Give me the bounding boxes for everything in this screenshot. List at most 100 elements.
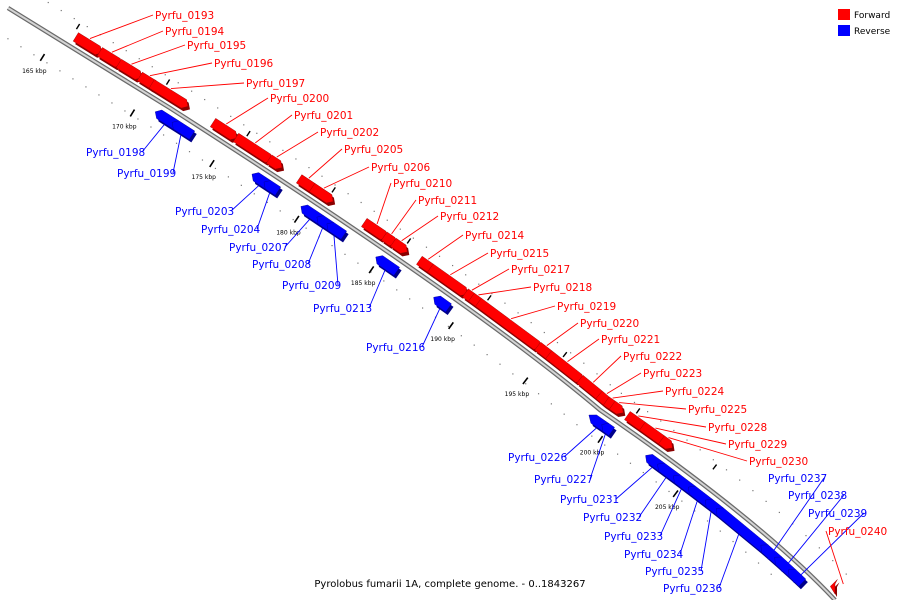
grid-dot — [321, 175, 323, 177]
gene-label-pyrfu-0219[interactable]: Pyrfu_0219 — [557, 301, 616, 313]
gene-pyrfu-0197[interactable] — [148, 79, 190, 112]
gene-label-pyrfu-0202[interactable]: Pyrfu_0202 — [320, 127, 379, 139]
gene-label-pyrfu-0237[interactable]: Pyrfu_0237 — [768, 473, 827, 485]
gene-label-pyrfu-0236[interactable]: Pyrfu_0236 — [663, 583, 723, 595]
gene-label-pyrfu-0207[interactable]: Pyrfu_0207 — [229, 242, 288, 254]
gene-shadow — [832, 582, 840, 597]
gene-label-pyrfu-0195[interactable]: Pyrfu_0195 — [187, 40, 246, 52]
gene-label-pyrfu-0213[interactable]: Pyrfu_0213 — [313, 303, 372, 315]
gene-label-pyrfu-0232[interactable]: Pyrfu_0232 — [583, 512, 642, 524]
gene-label-pyrfu-0198[interactable]: Pyrfu_0198 — [86, 147, 145, 159]
gene-pyrfu-0204[interactable] — [263, 180, 283, 199]
gene-label-pyrfu-0222[interactable]: Pyrfu_0222 — [623, 351, 682, 363]
gene-pyrfu-0199[interactable] — [171, 120, 197, 143]
gene-label-pyrfu-0208[interactable]: Pyrfu_0208 — [252, 259, 311, 271]
grid-dot — [770, 573, 772, 575]
gene-pyrfu-0206[interactable] — [309, 183, 336, 206]
gene-leader-line — [619, 402, 687, 410]
grid-dot — [739, 479, 741, 481]
gene-label-pyrfu-0203[interactable]: Pyrfu_0203 — [175, 206, 234, 218]
gene-label-pyrfu-0225[interactable]: Pyrfu_0225 — [688, 404, 747, 416]
gene-pyrfu-0212[interactable] — [390, 237, 410, 257]
grid-dot — [504, 302, 506, 304]
gene-label-pyrfu-0212[interactable]: Pyrfu_0212 — [440, 211, 499, 223]
grid-dot — [530, 322, 532, 324]
gene-label-pyrfu-0217[interactable]: Pyrfu_0217 — [511, 264, 570, 276]
gene-label-pyrfu-0206[interactable]: Pyrfu_0206 — [371, 162, 431, 174]
gene-label-pyrfu-0199[interactable]: Pyrfu_0199 — [117, 168, 176, 180]
gene-label-pyrfu-0196[interactable]: Pyrfu_0196 — [214, 58, 274, 70]
grid-dot — [125, 50, 127, 52]
gene-pyrfu-0209[interactable] — [326, 222, 349, 243]
gene-leader-line — [256, 192, 271, 230]
gene-label-pyrfu-0220[interactable]: Pyrfu_0220 — [580, 318, 639, 330]
gene-label-pyrfu-0234[interactable]: Pyrfu_0234 — [624, 549, 684, 561]
grid-dot — [111, 102, 113, 104]
gene-label-pyrfu-0205[interactable]: Pyrfu_0205 — [344, 144, 403, 156]
grid-dot — [256, 132, 258, 134]
gene-label-pyrfu-0197[interactable]: Pyrfu_0197 — [246, 78, 305, 90]
gene-label-pyrfu-0235[interactable]: Pyrfu_0235 — [645, 566, 704, 578]
gene-label-pyrfu-0200[interactable]: Pyrfu_0200 — [270, 93, 329, 105]
grid-dot — [805, 535, 807, 537]
gene-leader-line — [510, 305, 556, 320]
gene-label-pyrfu-0193[interactable]: Pyrfu_0193 — [155, 10, 214, 22]
gene-label-pyrfu-0223[interactable]: Pyrfu_0223 — [643, 368, 702, 380]
gene-label-pyrfu-0239[interactable]: Pyrfu_0239 — [808, 508, 867, 520]
grid-dot — [512, 373, 514, 375]
gene-leader-line — [825, 530, 844, 585]
gene-label-pyrfu-0221[interactable]: Pyrfu_0221 — [601, 334, 660, 346]
gene-pyrfu-0230[interactable] — [658, 435, 675, 452]
gene-pyrfu-0219[interactable] — [475, 297, 543, 353]
gene-label-pyrfu-0210[interactable]: Pyrfu_0210 — [393, 178, 452, 190]
gene-leader-line — [659, 489, 682, 537]
grid-dot — [175, 142, 178, 144]
gene-label-pyrfu-0215[interactable]: Pyrfu_0215 — [490, 248, 549, 260]
gene-label-pyrfu-0240[interactable]: Pyrfu_0240 — [828, 526, 887, 538]
grid-dot — [112, 42, 114, 44]
grid-dot — [556, 341, 559, 344]
gene-label-pyrfu-0216[interactable]: Pyrfu_0216 — [366, 342, 426, 354]
grid-dot — [191, 90, 193, 92]
gene-label-pyrfu-0226[interactable]: Pyrfu_0226 — [508, 452, 568, 464]
grid-dot — [725, 469, 728, 471]
gene-leader-line — [563, 427, 597, 458]
gene-arrow — [266, 154, 283, 170]
grid-dot — [59, 70, 61, 72]
gene-pyrfu-0213[interactable] — [375, 255, 402, 279]
gene-pyrfu-0216[interactable] — [433, 295, 454, 315]
gene-pyrfu-0200[interactable] — [209, 118, 239, 143]
gene-pyrfu-0225[interactable] — [609, 400, 626, 418]
gene-label-pyrfu-0229[interactable]: Pyrfu_0229 — [728, 439, 787, 451]
gene-label-pyrfu-0211[interactable]: Pyrfu_0211 — [418, 195, 477, 207]
gene-label-pyrfu-0224[interactable]: Pyrfu_0224 — [665, 386, 725, 398]
grid-dot — [47, 1, 49, 4]
gene-label-pyrfu-0233[interactable]: Pyrfu_0233 — [604, 531, 663, 543]
gene-leader-line — [592, 355, 622, 383]
gene-label-pyrfu-0230[interactable]: Pyrfu_0230 — [749, 456, 808, 468]
gene-arrow — [830, 579, 838, 595]
gene-label-pyrfu-0209[interactable]: Pyrfu_0209 — [282, 280, 341, 292]
gene-pyrfu-0227[interactable] — [601, 423, 617, 439]
gene-label-pyrfu-0194[interactable]: Pyrfu_0194 — [165, 26, 225, 38]
gene-label-pyrfu-0238[interactable]: Pyrfu_0238 — [788, 490, 847, 502]
grid-dot — [412, 237, 414, 239]
grid-dot — [818, 547, 820, 549]
gene-pyrfu-0240[interactable] — [830, 579, 840, 597]
gene-label-pyrfu-0204[interactable]: Pyrfu_0204 — [201, 224, 261, 236]
grid-dot — [308, 166, 310, 169]
gene-label-pyrfu-0201[interactable]: Pyrfu_0201 — [294, 110, 353, 122]
gene-label-pyrfu-0218[interactable]: Pyrfu_0218 — [533, 282, 592, 294]
gene-label-pyrfu-0227[interactable]: Pyrfu_0227 — [534, 474, 593, 486]
grid-dot — [138, 58, 140, 60]
gene-arrow — [148, 79, 189, 109]
gene-label-pyrfu-0231[interactable]: Pyrfu_0231 — [560, 494, 619, 506]
grid-dot — [60, 9, 62, 12]
gene-arrow — [263, 180, 281, 196]
gene-pyrfu-0211[interactable] — [381, 231, 399, 249]
gene-leader-line — [718, 534, 740, 589]
grid-dot — [164, 74, 166, 76]
gene-label-pyrfu-0214[interactable]: Pyrfu_0214 — [465, 230, 525, 242]
gene-label-pyrfu-0228[interactable]: Pyrfu_0228 — [708, 422, 767, 434]
gene-pyrfu-0202[interactable] — [266, 154, 285, 173]
